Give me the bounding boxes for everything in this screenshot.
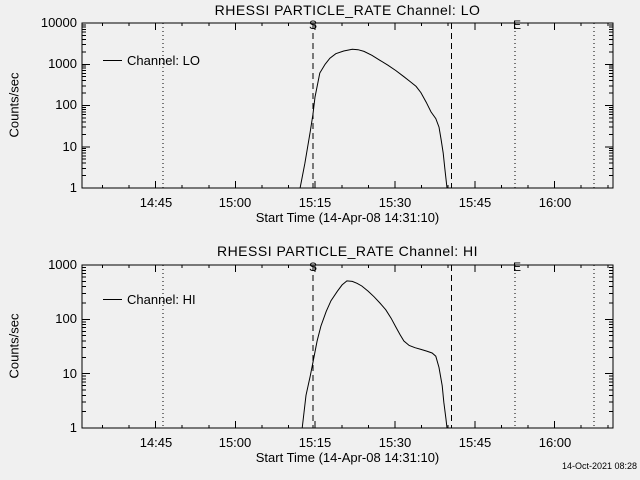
x-tick-label: 15:15 xyxy=(298,195,332,210)
x-tick-label: 14:45 xyxy=(139,435,173,450)
x-tick-label: 15:15 xyxy=(298,435,332,450)
y-tick-label: 1000 xyxy=(48,56,77,71)
event-end-marker: E xyxy=(512,18,522,32)
x-tick-label: 14:45 xyxy=(139,195,173,210)
y-tick-label: 1 xyxy=(69,420,77,435)
legend-line-sample xyxy=(103,60,122,61)
legend-label: Channel: HI xyxy=(127,292,196,307)
y-tick-label: 10 xyxy=(62,139,77,154)
y-tick-label: 10 xyxy=(62,366,77,381)
panel-title: RHESSI PARTICLE_RATE Channel: HI xyxy=(216,243,479,259)
event-start-marker: S xyxy=(308,260,318,274)
x-tick-label: 16:00 xyxy=(538,195,572,210)
event-start-marker: S xyxy=(308,18,318,32)
plot-frame xyxy=(81,22,614,189)
creation-timestamp: 14-Oct-2021 08:28 xyxy=(561,461,637,471)
y-tick-label: 1 xyxy=(69,180,77,195)
panel-title: RHESSI PARTICLE_RATE Channel: LO xyxy=(214,2,481,18)
event-end-marker: E xyxy=(512,260,522,274)
x-tick-label: 15:30 xyxy=(378,435,412,450)
x-axis-label: Start Time (14-Apr-08 14:31:10) xyxy=(255,450,440,465)
y-axis-label: Counts/sec xyxy=(6,72,22,138)
x-tick-label: 15:00 xyxy=(218,195,252,210)
y-tick-label: 10000 xyxy=(40,15,77,30)
x-tick-label: 15:30 xyxy=(378,195,412,210)
x-axis-label: Start Time (14-Apr-08 14:31:10) xyxy=(255,210,440,225)
plot-frame xyxy=(81,264,614,429)
y-tick-label: 100 xyxy=(55,97,77,112)
x-tick-label: 15:45 xyxy=(458,195,492,210)
x-tick-label: 15:45 xyxy=(458,435,492,450)
series-curve xyxy=(299,48,448,189)
y-tick-label: 100 xyxy=(55,311,77,326)
y-axis-label: Counts/sec xyxy=(6,313,22,379)
series-curve xyxy=(301,280,448,429)
x-tick-label: 16:00 xyxy=(538,435,572,450)
legend-line-sample xyxy=(103,299,122,300)
x-tick-label: 15:00 xyxy=(218,435,252,450)
legend-label: Channel: LO xyxy=(127,53,200,68)
y-tick-label: 1000 xyxy=(48,257,77,272)
